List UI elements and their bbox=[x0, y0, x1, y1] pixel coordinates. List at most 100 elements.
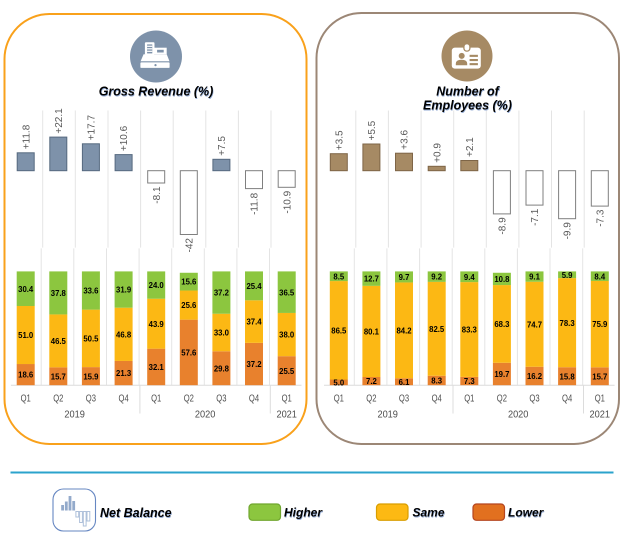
svg-text:9.4: 9.4 bbox=[464, 272, 475, 282]
svg-text:24.0: 24.0 bbox=[149, 280, 164, 290]
svg-text:Q1: Q1 bbox=[282, 394, 293, 405]
svg-text:-8.1: -8.1 bbox=[152, 186, 163, 204]
svg-text:31.9: 31.9 bbox=[116, 285, 131, 295]
svg-text:51.0: 51.0 bbox=[18, 330, 33, 340]
svg-text:Q3: Q3 bbox=[86, 394, 97, 405]
svg-text:82.5: 82.5 bbox=[429, 324, 444, 334]
svg-text:25.6: 25.6 bbox=[181, 300, 196, 310]
svg-text:36.5: 36.5 bbox=[279, 287, 294, 297]
svg-text:29.8: 29.8 bbox=[214, 363, 229, 373]
svg-text:Higher: Higher bbox=[285, 507, 324, 521]
svg-text:Q3: Q3 bbox=[399, 394, 410, 405]
svg-text:43.9: 43.9 bbox=[149, 319, 164, 329]
svg-text:9.1: 9.1 bbox=[529, 272, 540, 282]
svg-text:+3.6: +3.6 bbox=[400, 130, 411, 150]
svg-text:2019: 2019 bbox=[377, 410, 398, 421]
svg-text:12.7: 12.7 bbox=[364, 274, 379, 284]
svg-text:2020: 2020 bbox=[195, 410, 216, 421]
svg-text:-11.8: -11.8 bbox=[250, 192, 261, 214]
svg-text:Employees (%): Employees (%) bbox=[423, 98, 512, 112]
svg-text:15.7: 15.7 bbox=[51, 371, 66, 381]
svg-text:-9.9: -9.9 bbox=[563, 222, 574, 240]
svg-text:Q4: Q4 bbox=[119, 394, 130, 405]
svg-text:Gross Revenue (%): Gross Revenue (%) bbox=[99, 85, 214, 99]
svg-text:9.7: 9.7 bbox=[399, 272, 410, 282]
svg-text:2021: 2021 bbox=[590, 410, 611, 421]
svg-text:8.3: 8.3 bbox=[431, 376, 442, 386]
svg-text:Q1: Q1 bbox=[151, 394, 162, 405]
svg-text:Q3: Q3 bbox=[216, 394, 227, 405]
svg-text:+17.7: +17.7 bbox=[87, 115, 98, 141]
svg-text:30.4: 30.4 bbox=[18, 284, 33, 294]
svg-text:2020: 2020 bbox=[508, 410, 529, 421]
svg-text:Q2: Q2 bbox=[366, 394, 377, 405]
svg-text:32.1: 32.1 bbox=[149, 362, 164, 372]
svg-text:Number of: Number of bbox=[436, 84, 500, 98]
svg-text:37.8: 37.8 bbox=[51, 288, 66, 298]
svg-text:Higher: Higher bbox=[284, 506, 323, 520]
svg-text:57.6: 57.6 bbox=[181, 348, 196, 358]
svg-text:46.5: 46.5 bbox=[51, 336, 66, 346]
svg-text:6.1: 6.1 bbox=[399, 377, 410, 387]
svg-text:68.3: 68.3 bbox=[494, 319, 509, 329]
svg-text:7.3: 7.3 bbox=[464, 376, 475, 386]
svg-text:+2.1: +2.1 bbox=[465, 137, 476, 157]
svg-text:Employees (%): Employees (%) bbox=[424, 99, 513, 113]
svg-text:75.9: 75.9 bbox=[592, 319, 607, 329]
svg-text:74.7: 74.7 bbox=[527, 319, 542, 329]
svg-text:18.6: 18.6 bbox=[18, 370, 33, 380]
svg-text:21.3: 21.3 bbox=[116, 368, 131, 378]
svg-text:19.7: 19.7 bbox=[494, 369, 509, 379]
svg-text:Q4: Q4 bbox=[249, 394, 260, 405]
svg-text:-7.3: -7.3 bbox=[595, 209, 606, 227]
svg-text:Gross Revenue (%): Gross Revenue (%) bbox=[99, 86, 214, 100]
svg-text:+22.1: +22.1 bbox=[54, 108, 65, 134]
svg-text:+0.9: +0.9 bbox=[432, 143, 443, 163]
svg-text:Q4: Q4 bbox=[562, 394, 573, 405]
svg-text:37.2: 37.2 bbox=[246, 359, 261, 369]
svg-text:-10.9: -10.9 bbox=[282, 190, 293, 213]
svg-text:15.6: 15.6 bbox=[181, 277, 196, 287]
svg-text:38.0: 38.0 bbox=[279, 330, 294, 340]
svg-text:78.3: 78.3 bbox=[560, 318, 575, 328]
svg-text:15.7: 15.7 bbox=[592, 371, 607, 381]
svg-text:80.1: 80.1 bbox=[364, 327, 379, 337]
svg-text:46.8: 46.8 bbox=[116, 329, 131, 339]
svg-text:-7.1: -7.1 bbox=[530, 208, 541, 226]
svg-text:2019: 2019 bbox=[64, 410, 85, 421]
svg-text:50.5: 50.5 bbox=[83, 334, 98, 344]
svg-text:16.2: 16.2 bbox=[527, 371, 542, 381]
svg-text:Same: Same bbox=[413, 507, 445, 521]
svg-text:Q3: Q3 bbox=[529, 394, 540, 405]
svg-text:37.4: 37.4 bbox=[246, 317, 261, 327]
svg-text:8.5: 8.5 bbox=[333, 271, 344, 281]
svg-text:15.9: 15.9 bbox=[83, 371, 98, 381]
svg-text:Q2: Q2 bbox=[53, 394, 64, 405]
svg-text:Q1: Q1 bbox=[21, 394, 32, 405]
svg-text:+3.5: +3.5 bbox=[334, 130, 345, 150]
svg-text:+5.5: +5.5 bbox=[367, 120, 378, 140]
svg-text:Q4: Q4 bbox=[432, 394, 443, 405]
svg-text:Lower: Lower bbox=[509, 507, 546, 521]
svg-text:15.8: 15.8 bbox=[560, 371, 575, 381]
svg-text:10.8: 10.8 bbox=[494, 274, 509, 284]
svg-text:Q2: Q2 bbox=[184, 394, 195, 405]
svg-text:25.5: 25.5 bbox=[279, 366, 294, 376]
svg-text:+10.6: +10.6 bbox=[119, 125, 130, 151]
svg-text:Net Balance: Net Balance bbox=[101, 507, 173, 521]
svg-text:86.5: 86.5 bbox=[331, 325, 346, 335]
svg-text:Same: Same bbox=[413, 506, 445, 520]
svg-text:7.2: 7.2 bbox=[366, 376, 377, 386]
svg-text:Q1: Q1 bbox=[595, 394, 606, 405]
svg-text:+11.8: +11.8 bbox=[21, 124, 32, 149]
svg-text:9.2: 9.2 bbox=[431, 272, 442, 282]
svg-text:5.9: 5.9 bbox=[562, 270, 573, 280]
svg-text:83.3: 83.3 bbox=[462, 325, 477, 335]
svg-text:Q2: Q2 bbox=[497, 394, 508, 405]
svg-text:Lower: Lower bbox=[508, 506, 545, 520]
svg-text:Q1: Q1 bbox=[334, 394, 345, 405]
svg-text:25.4: 25.4 bbox=[246, 281, 261, 291]
svg-text:+7.5: +7.5 bbox=[217, 136, 228, 156]
svg-text:37.2: 37.2 bbox=[214, 288, 229, 298]
svg-text:Number of: Number of bbox=[437, 85, 501, 99]
